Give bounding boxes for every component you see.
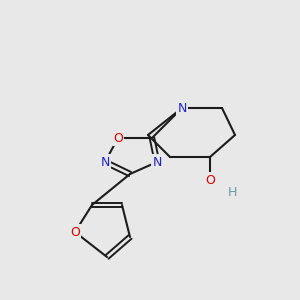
Text: N: N: [100, 155, 110, 169]
Text: N: N: [177, 101, 187, 115]
Text: N: N: [152, 155, 162, 169]
Text: O: O: [113, 131, 123, 145]
Text: H: H: [227, 185, 237, 199]
Text: O: O: [205, 173, 215, 187]
Text: O: O: [70, 226, 80, 238]
